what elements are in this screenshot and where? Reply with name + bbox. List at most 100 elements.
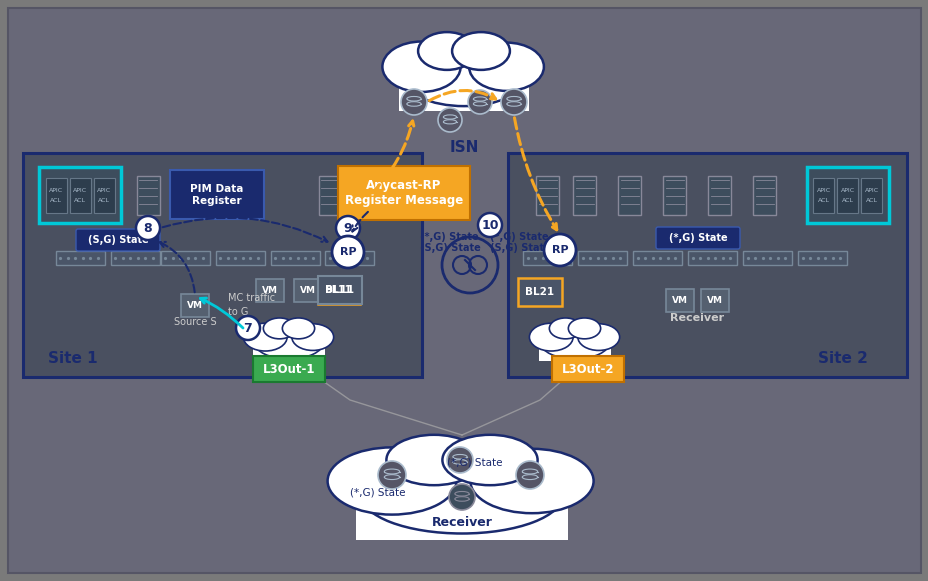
FancyBboxPatch shape (39, 167, 121, 223)
FancyBboxPatch shape (161, 251, 210, 265)
Ellipse shape (455, 497, 469, 501)
Circle shape (515, 461, 544, 489)
Ellipse shape (382, 42, 460, 92)
FancyBboxPatch shape (708, 175, 730, 214)
Ellipse shape (452, 454, 467, 459)
Circle shape (236, 316, 260, 340)
Ellipse shape (473, 102, 486, 106)
Text: MC traffic
to G: MC traffic to G (227, 293, 275, 317)
Text: Source S: Source S (174, 317, 216, 327)
Ellipse shape (418, 32, 475, 70)
Ellipse shape (443, 120, 456, 124)
Ellipse shape (470, 449, 593, 513)
Text: ISN: ISN (449, 139, 478, 155)
Text: ACL: ACL (97, 198, 110, 203)
FancyBboxPatch shape (94, 178, 114, 213)
Ellipse shape (577, 324, 619, 350)
FancyBboxPatch shape (655, 227, 740, 249)
Ellipse shape (507, 96, 521, 101)
Text: RP: RP (551, 245, 568, 255)
FancyBboxPatch shape (665, 289, 693, 311)
FancyBboxPatch shape (252, 356, 325, 382)
FancyBboxPatch shape (181, 293, 209, 317)
Text: 10: 10 (481, 218, 498, 231)
Text: (*,G) State: (*,G) State (489, 232, 548, 242)
FancyBboxPatch shape (798, 251, 846, 265)
Text: L3Out-2: L3Out-2 (561, 363, 613, 375)
Circle shape (378, 461, 406, 489)
Text: (*,G) State: (*,G) State (419, 232, 478, 242)
Text: L3Out-1: L3Out-1 (263, 363, 315, 375)
Ellipse shape (540, 327, 609, 359)
FancyBboxPatch shape (538, 337, 611, 361)
FancyBboxPatch shape (174, 175, 197, 214)
Text: VM: VM (300, 285, 316, 295)
Ellipse shape (442, 435, 537, 485)
FancyBboxPatch shape (508, 153, 906, 377)
Ellipse shape (529, 323, 573, 351)
Text: (S,G) State: (S,G) State (87, 235, 148, 245)
Text: APIC: APIC (49, 188, 63, 192)
Text: Anycast-RP
Register Message: Anycast-RP Register Message (344, 179, 463, 207)
Ellipse shape (328, 447, 456, 515)
Ellipse shape (443, 115, 456, 119)
FancyBboxPatch shape (663, 175, 686, 214)
Text: ACL: ACL (50, 198, 62, 203)
Text: BL21: BL21 (525, 287, 554, 297)
FancyBboxPatch shape (573, 175, 596, 214)
FancyBboxPatch shape (293, 278, 322, 302)
FancyBboxPatch shape (317, 276, 362, 304)
FancyBboxPatch shape (551, 356, 624, 382)
FancyBboxPatch shape (399, 67, 528, 111)
FancyBboxPatch shape (618, 175, 641, 214)
Ellipse shape (384, 475, 399, 479)
FancyBboxPatch shape (56, 251, 104, 265)
Ellipse shape (568, 318, 600, 339)
FancyBboxPatch shape (813, 178, 833, 213)
Text: 9: 9 (343, 221, 352, 235)
FancyBboxPatch shape (523, 251, 572, 265)
Circle shape (500, 89, 526, 115)
Circle shape (336, 216, 360, 240)
Ellipse shape (263, 318, 295, 339)
Circle shape (401, 89, 427, 115)
Text: APIC: APIC (816, 188, 831, 192)
Ellipse shape (403, 48, 524, 106)
Ellipse shape (469, 42, 543, 91)
Ellipse shape (473, 97, 486, 101)
FancyBboxPatch shape (753, 175, 776, 214)
FancyBboxPatch shape (806, 167, 888, 223)
Ellipse shape (406, 102, 420, 106)
FancyBboxPatch shape (136, 175, 160, 214)
FancyBboxPatch shape (518, 278, 561, 306)
FancyBboxPatch shape (318, 175, 342, 214)
Ellipse shape (522, 475, 537, 479)
Ellipse shape (406, 96, 420, 101)
FancyBboxPatch shape (256, 278, 284, 302)
FancyBboxPatch shape (170, 170, 264, 219)
Text: Receiver: Receiver (432, 517, 492, 529)
FancyBboxPatch shape (358, 175, 381, 214)
Text: ACL: ACL (865, 198, 877, 203)
FancyBboxPatch shape (215, 251, 264, 265)
Text: APIC: APIC (840, 188, 854, 192)
Ellipse shape (361, 457, 562, 533)
FancyBboxPatch shape (70, 178, 90, 213)
Text: Site 1: Site 1 (48, 350, 97, 365)
FancyBboxPatch shape (110, 251, 160, 265)
Ellipse shape (291, 324, 333, 350)
Ellipse shape (282, 318, 315, 339)
Text: ACL: ACL (841, 198, 853, 203)
FancyBboxPatch shape (45, 178, 67, 213)
FancyBboxPatch shape (633, 251, 682, 265)
Text: APIC: APIC (73, 188, 87, 192)
Text: (*,G) State: (*,G) State (668, 233, 727, 243)
Text: VM: VM (262, 285, 277, 295)
Ellipse shape (455, 492, 469, 496)
Ellipse shape (452, 460, 467, 464)
Text: 9L11: 9L11 (326, 285, 352, 295)
Text: VM: VM (187, 300, 203, 310)
FancyBboxPatch shape (76, 229, 160, 251)
Text: Receiver: Receiver (669, 313, 723, 323)
Ellipse shape (452, 32, 509, 70)
